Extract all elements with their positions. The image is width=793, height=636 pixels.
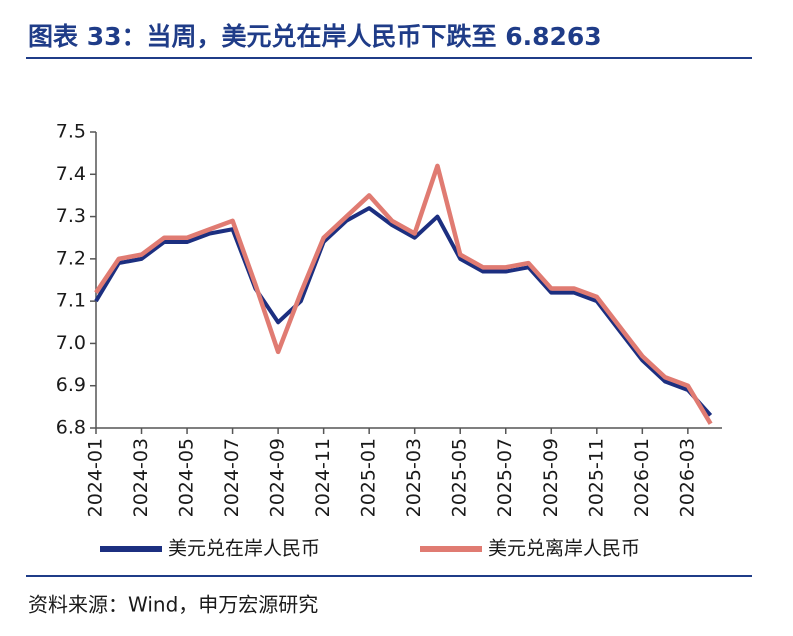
x-tick-label: 2024-05 [176, 438, 198, 517]
x-tick-label: 2025-01 [358, 438, 380, 517]
source: 资料来源：Wind，申万宏源研究 [28, 593, 318, 617]
x-tick-label: 2024-07 [221, 438, 243, 517]
y-tick-label: 7.0 [56, 332, 86, 354]
x-tick-label: 2025-05 [449, 438, 471, 517]
x-tick-label: 2025-07 [494, 438, 516, 517]
y-tick-label: 7.1 [56, 290, 86, 312]
y-tick-label: 6.9 [56, 374, 86, 396]
line [94, 163, 713, 425]
y-tick-label: 6.8 [56, 417, 86, 439]
x-tick-label: 2025-09 [540, 438, 562, 517]
x-tick-label: 2024-11 [312, 438, 334, 517]
y-tick-label: 7.2 [56, 247, 86, 269]
legend-label: 美元兑离岸人民币 [488, 538, 640, 560]
y-tick-label: 7.3 [56, 205, 86, 227]
x-tick-label: 2024-09 [267, 438, 289, 517]
legend-label: 美元兑在岸人民币 [168, 538, 320, 560]
y-tick-label: 7.5 [56, 121, 86, 143]
x-tick-label: 2024-03 [130, 438, 152, 517]
line [94, 206, 713, 417]
x-tick-label: 2024-01 [85, 438, 107, 517]
x-tick-label: 2026-01 [631, 438, 653, 517]
x-tick-label: 2025-11 [585, 438, 607, 517]
chart-title: 图表 33：当周，美元兑在岸人民币下跌至 6.8263 [28, 22, 602, 51]
x-tick-label: 2026-03 [676, 438, 698, 517]
x-tick-label: 2025-03 [403, 438, 425, 517]
y-tick-label: 7.4 [56, 163, 86, 185]
